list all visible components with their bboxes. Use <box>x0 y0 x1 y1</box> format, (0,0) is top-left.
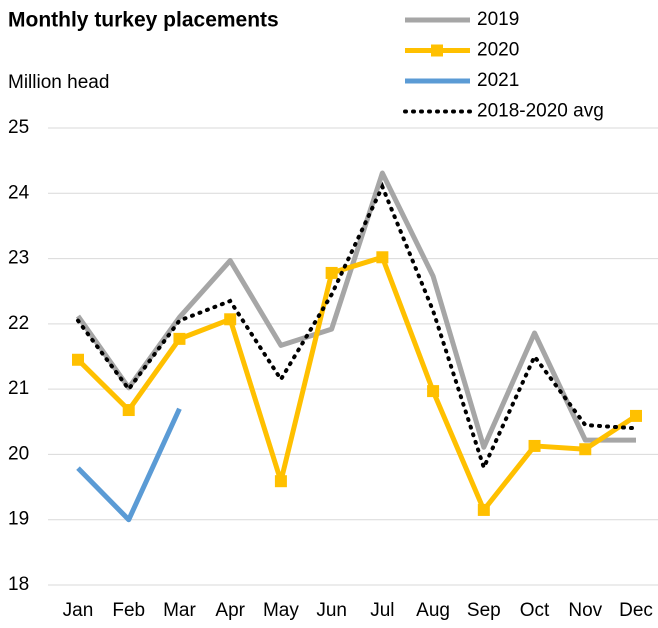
y-tick-label: 24 <box>8 182 30 203</box>
x-tick-label: Apr <box>215 600 245 621</box>
legend-label: 2020 <box>477 40 519 61</box>
series-marker <box>630 409 642 422</box>
x-tick-label: Jun <box>316 600 347 621</box>
y-tick-label: 23 <box>8 248 29 269</box>
series-line <box>76 407 182 523</box>
series-line <box>76 254 638 513</box>
x-tick-label: May <box>263 600 299 621</box>
y-tick-label: 20 <box>8 443 29 464</box>
x-tick-label: Nov <box>568 600 602 621</box>
series-line <box>76 181 638 473</box>
x-tick-label: Aug <box>416 600 450 621</box>
y-tick-label: 19 <box>8 509 29 530</box>
y-tick-label: 22 <box>8 313 29 334</box>
legend-label: 2018-2020 avg <box>477 101 604 122</box>
series-marker <box>72 353 84 366</box>
legend-label: 2019 <box>477 9 519 30</box>
legend-label: 2021 <box>477 70 519 91</box>
series-marker <box>376 251 389 264</box>
x-tick-label: Feb <box>112 600 145 621</box>
x-tick-label: Sep <box>467 600 501 621</box>
chart-title: Monthly turkey placements <box>8 9 279 32</box>
series-marker <box>528 439 541 452</box>
series-marker <box>325 266 338 279</box>
series-marker <box>579 443 592 456</box>
x-tick-label: Oct <box>520 600 550 621</box>
x-tick-label: Dec <box>619 600 653 621</box>
y-axis-label: Million head <box>8 72 109 93</box>
series-marker <box>173 332 186 345</box>
series-marker <box>122 404 135 417</box>
series-line <box>75 170 636 450</box>
x-tick-label: Jul <box>370 600 394 621</box>
x-tick-label: Jan <box>63 600 94 621</box>
y-tick-label: 25 <box>8 117 29 138</box>
x-tick-label: Mar <box>163 600 196 621</box>
series-marker <box>427 385 440 398</box>
legend-marker <box>431 44 443 57</box>
series-marker <box>274 475 287 488</box>
y-tick-label: 21 <box>8 378 29 399</box>
series-marker <box>477 503 490 516</box>
series-marker <box>224 313 237 326</box>
y-tick-label: 18 <box>8 574 29 595</box>
